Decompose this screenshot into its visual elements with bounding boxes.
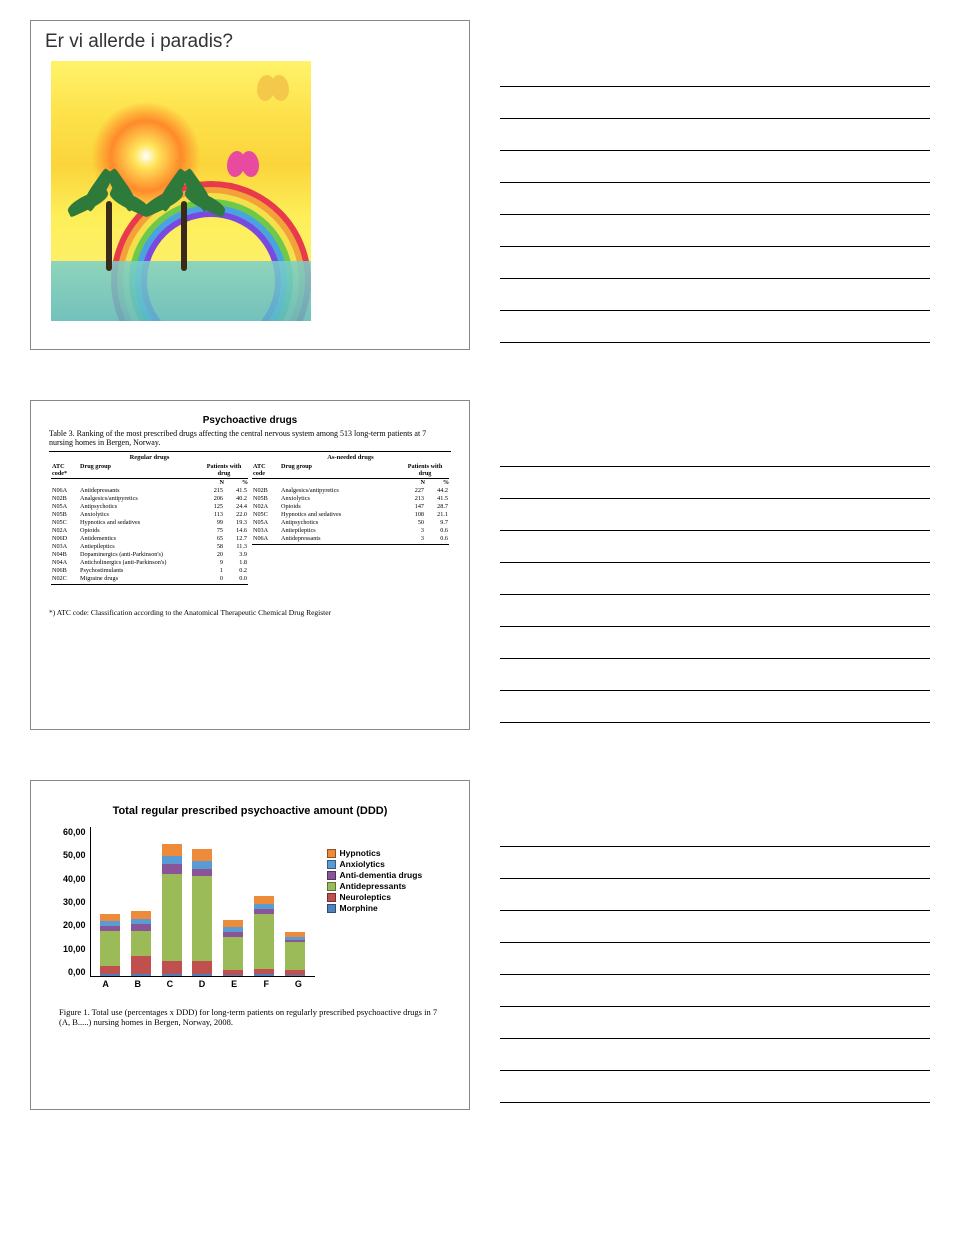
slide1-title: Er vi allerde i paradis? bbox=[45, 31, 455, 53]
table-row: N03AAntiepileptics30.6 bbox=[252, 526, 449, 534]
table-super-right: As-needed drugs bbox=[252, 453, 449, 462]
table-row: N02BAnalgesics/antipyretics22744.2 bbox=[252, 486, 449, 494]
legend-item: Morphine bbox=[327, 903, 423, 913]
stacked-bar-chart: 60,0050,0040,0030,0020,0010,000,00 ABCDE… bbox=[63, 827, 437, 989]
table-row: N05AAntipsychotics509.7 bbox=[252, 518, 449, 526]
drug-table: Regular drugs ATC code* Drug group Patie… bbox=[49, 451, 451, 586]
table-row: N05CHypnotics and sedatives10821.1 bbox=[252, 510, 449, 518]
table-row: N06AAntidepressants21541.5 bbox=[51, 486, 248, 494]
table-row: N02AOpioids14728.7 bbox=[252, 502, 449, 510]
table-row: N02AOpioids7514.6 bbox=[51, 526, 248, 534]
legend-item: Anti-dementia drugs bbox=[327, 870, 423, 880]
notes-area-2 bbox=[500, 400, 930, 730]
chart-legend: HypnoticsAnxiolyticsAnti-dementia drugsA… bbox=[327, 847, 423, 989]
chart-bar bbox=[254, 896, 274, 976]
slide3-caption: Figure 1. Total use (percentages x DDD) … bbox=[59, 1007, 441, 1027]
slide2-footnote: *) ATC code: Classification according to… bbox=[49, 608, 451, 617]
slide-1: Er vi allerde i paradis? bbox=[30, 20, 470, 350]
legend-item: Hypnotics bbox=[327, 848, 423, 858]
legend-item: Neuroleptics bbox=[327, 892, 423, 902]
table-row: N05CHypnotics and sedatives9919.3 bbox=[51, 518, 248, 526]
table-row: N02CMigraine drugs00.0 bbox=[51, 574, 248, 582]
table-row: N04AAnticholinergics (anti-Parkinson's)9… bbox=[51, 558, 248, 566]
chart-bar bbox=[223, 920, 243, 976]
chart-bars bbox=[90, 827, 315, 977]
tropical-illustration bbox=[51, 61, 311, 321]
slide2-caption: Table 3. Ranking of the most prescribed … bbox=[49, 429, 451, 447]
chart-bar bbox=[131, 911, 151, 976]
slide-2: Psychoactive drugs Table 3. Ranking of t… bbox=[30, 400, 470, 730]
chart-x-axis: ABCDEFG bbox=[90, 977, 315, 989]
slide2-heading: Psychoactive drugs bbox=[45, 415, 455, 426]
table-row: N06DAntidementics6512.7 bbox=[51, 534, 248, 542]
table-row: N05BAnxiolytics11322.0 bbox=[51, 510, 248, 518]
slide3-title: Total regular prescribed psychoactive am… bbox=[45, 805, 455, 817]
table-row: N06AAntidepressants30.6 bbox=[252, 534, 449, 542]
slide-3: Total regular prescribed psychoactive am… bbox=[30, 780, 470, 1110]
notes-area-1 bbox=[500, 20, 930, 350]
chart-bar bbox=[100, 914, 120, 977]
chart-bar bbox=[192, 849, 212, 977]
table-row: N03AAntiepileptics5811.3 bbox=[51, 542, 248, 550]
notes-area-3 bbox=[500, 780, 930, 1110]
table-row: N04BDopaminergics (anti-Parkinson's)203.… bbox=[51, 550, 248, 558]
table-super-left: Regular drugs bbox=[51, 453, 248, 462]
chart-bar bbox=[285, 932, 305, 976]
table-row: N02BAnalgesics/antipyretics20640.2 bbox=[51, 494, 248, 502]
chart-bar bbox=[162, 844, 182, 977]
table-row: N05BAnxiolytics21341.5 bbox=[252, 494, 449, 502]
chart-y-axis: 60,0050,0040,0030,0020,0010,000,00 bbox=[63, 827, 90, 977]
legend-item: Anxiolytics bbox=[327, 859, 423, 869]
table-row: N05AAntipsychotics12524.4 bbox=[51, 502, 248, 510]
legend-item: Antidepressants bbox=[327, 881, 423, 891]
table-row: N06BPsychostimulants10.2 bbox=[51, 566, 248, 574]
